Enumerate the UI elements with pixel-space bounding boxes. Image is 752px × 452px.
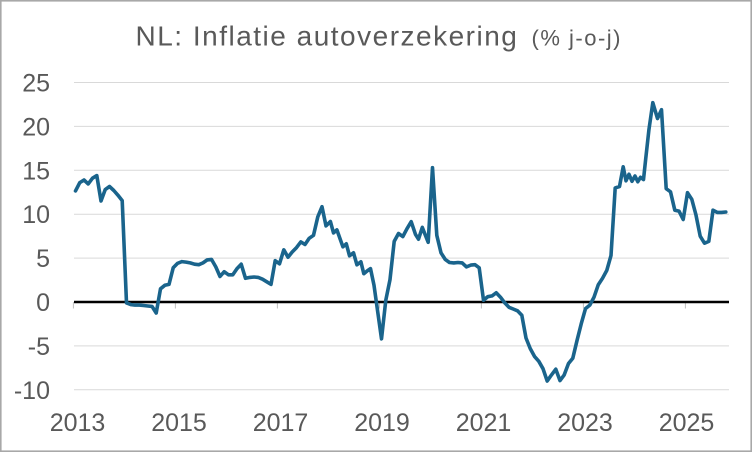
svg-text:2025: 2025 — [659, 409, 715, 437]
svg-text:-10: -10 — [14, 377, 50, 405]
svg-text:5: 5 — [36, 245, 50, 273]
svg-text:2023: 2023 — [557, 409, 613, 437]
svg-text:2021: 2021 — [456, 409, 512, 437]
svg-text:0: 0 — [36, 289, 50, 317]
svg-text:(% j-o-j): (% j-o-j) — [532, 26, 623, 51]
svg-text:-5: -5 — [28, 333, 50, 361]
svg-text:NL: Inflatie autoverzekering: NL: Inflatie autoverzekering — [136, 21, 519, 52]
svg-text:20: 20 — [22, 113, 50, 141]
svg-text:2017: 2017 — [253, 409, 309, 437]
svg-text:15: 15 — [22, 157, 50, 185]
svg-text:2019: 2019 — [354, 409, 410, 437]
svg-text:25: 25 — [22, 70, 50, 98]
svg-text:2013: 2013 — [50, 409, 106, 437]
svg-text:2015: 2015 — [151, 409, 207, 437]
svg-text:10: 10 — [22, 201, 50, 229]
